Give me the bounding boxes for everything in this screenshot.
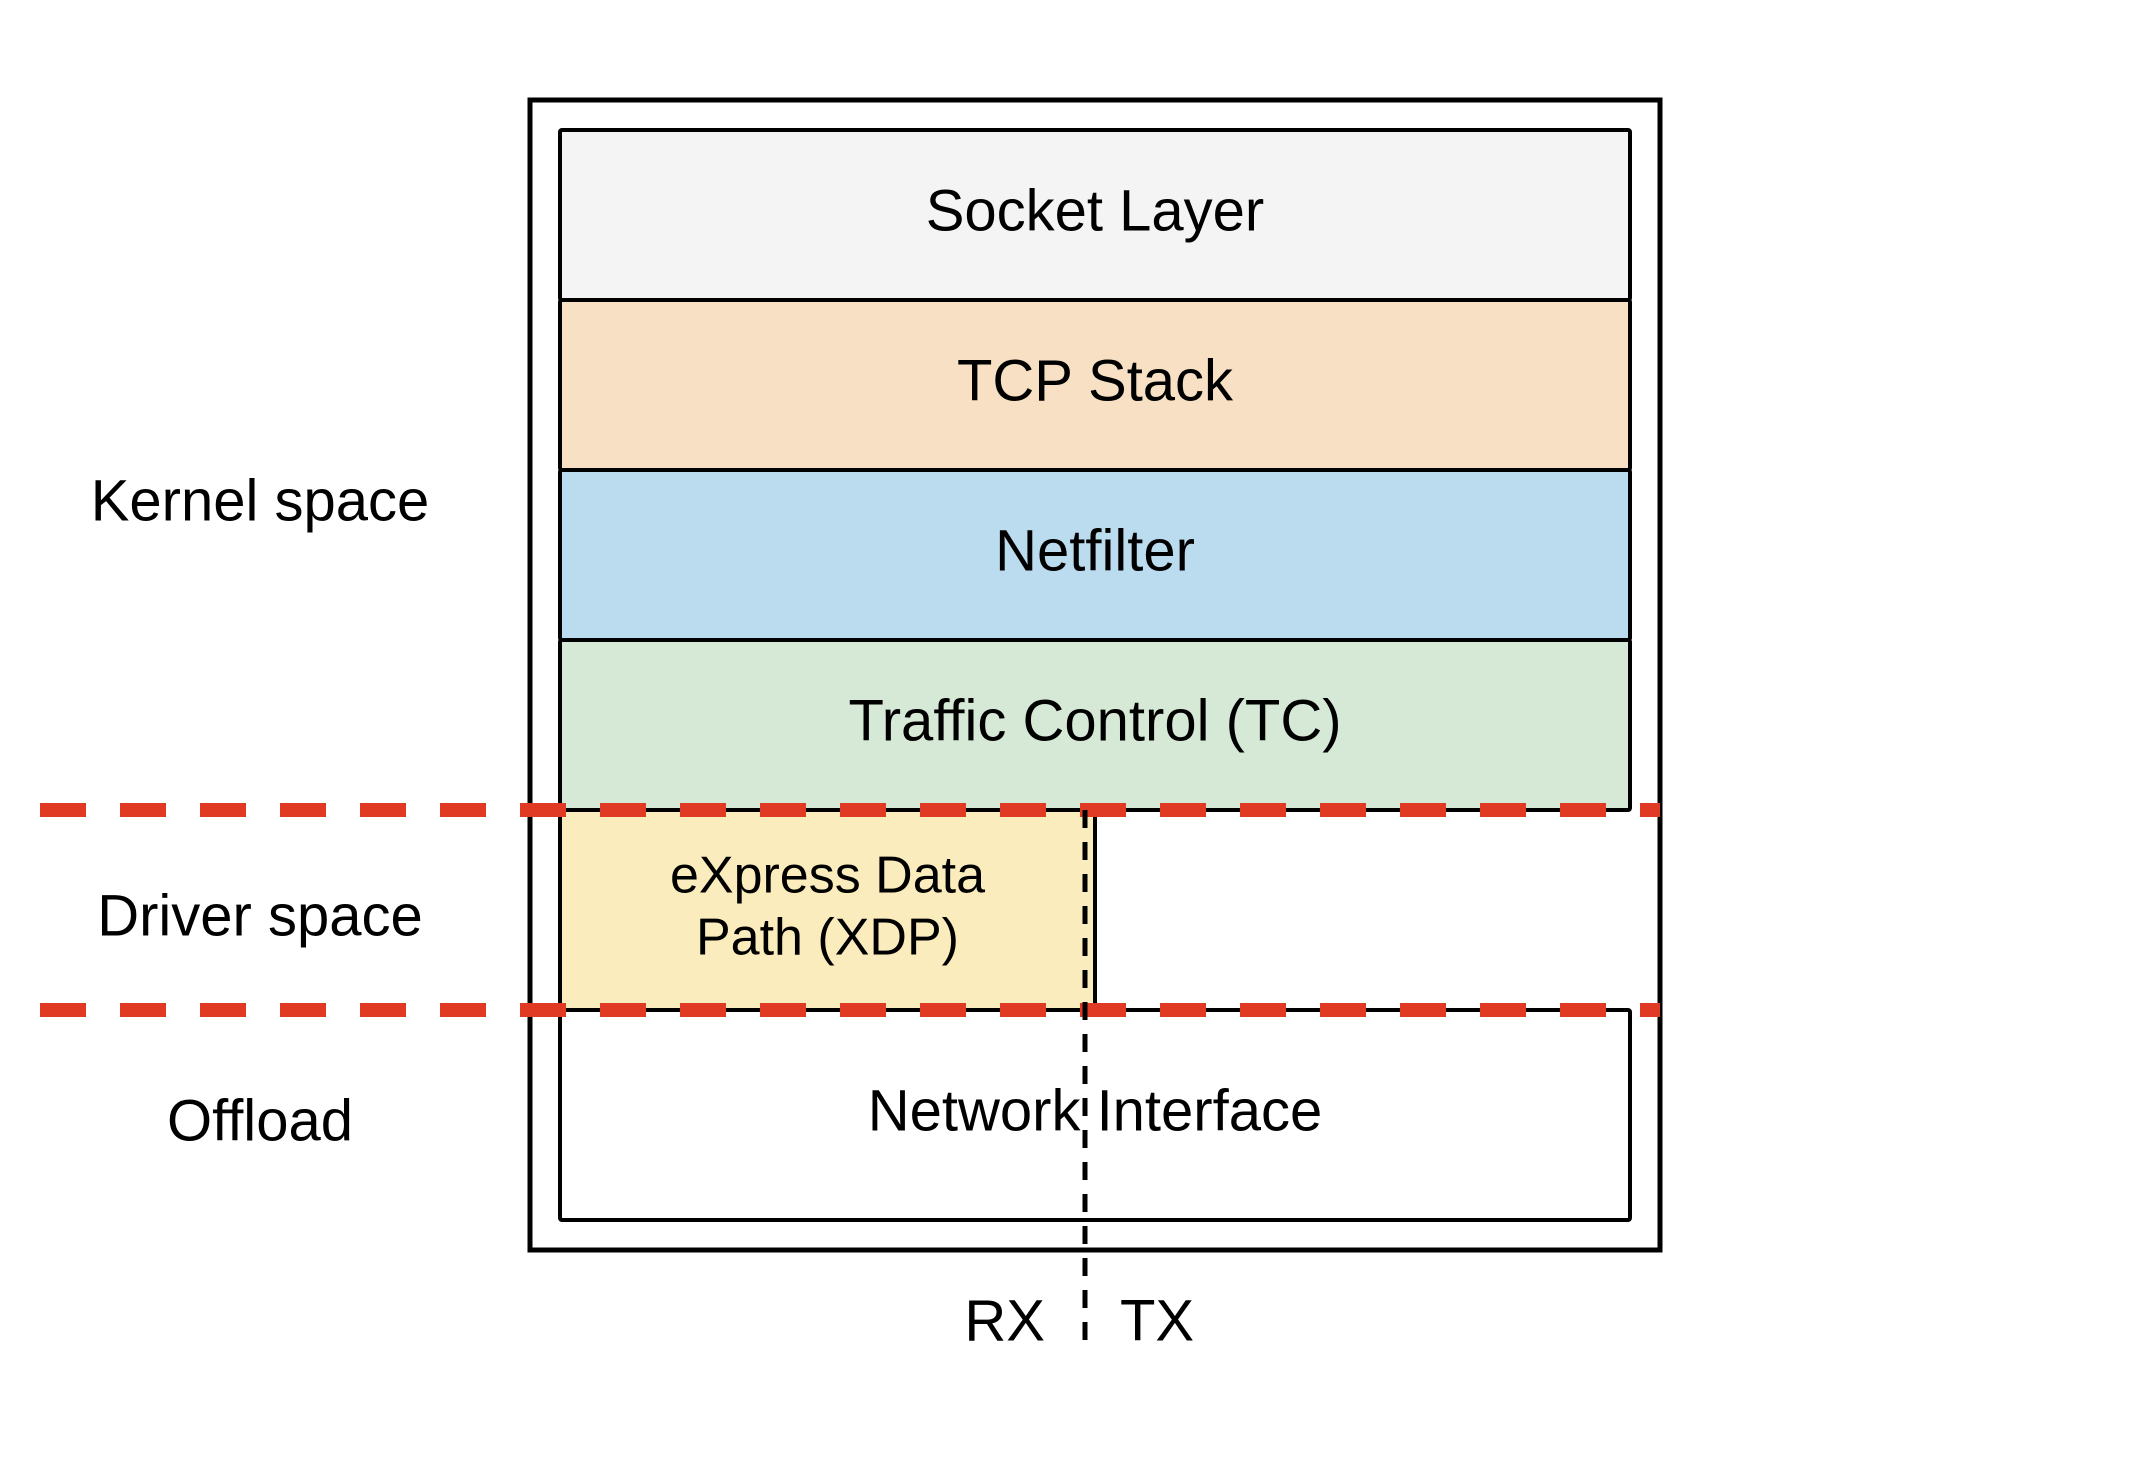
layer-xdp-label-line-0: eXpress Data bbox=[670, 847, 985, 905]
layer-xdp: eXpress DataPath (XDP) bbox=[560, 810, 1095, 1010]
layer-socket: Socket Layer bbox=[560, 130, 1630, 300]
side-label-kernel: Kernel space bbox=[91, 468, 430, 533]
diagram-root: Socket Layer TCP Stack Netfilter Traffic Co… bbox=[0, 0, 2142, 1482]
side-label-driver: Driver space bbox=[97, 883, 423, 948]
layer-tcp: TCP Stack bbox=[560, 300, 1630, 470]
layer-tc: Traffic Control (TC) bbox=[560, 640, 1630, 810]
layer-xdp-label-line-1: Path (XDP) bbox=[696, 909, 959, 967]
layer-nic-label: Network Interface bbox=[868, 1078, 1323, 1143]
bottom-label-tx: TX bbox=[1120, 1288, 1194, 1353]
diagram-svg: Socket Layer TCP Stack Netfilter Traffic Co… bbox=[0, 0, 2142, 1482]
layer-nic: Network Interface bbox=[560, 1010, 1630, 1220]
side-label-offload: Offload bbox=[167, 1088, 353, 1153]
layer-socket-label: Socket Layer bbox=[926, 178, 1265, 243]
bottom-label-rx: RX bbox=[964, 1288, 1045, 1353]
layer-tc-label: Traffic Control (TC) bbox=[848, 688, 1341, 753]
layer-netfilter-label: Netfilter bbox=[995, 518, 1195, 583]
layer-tcp-label: TCP Stack bbox=[957, 348, 1234, 413]
layer-netfilter: Netfilter bbox=[560, 470, 1630, 640]
